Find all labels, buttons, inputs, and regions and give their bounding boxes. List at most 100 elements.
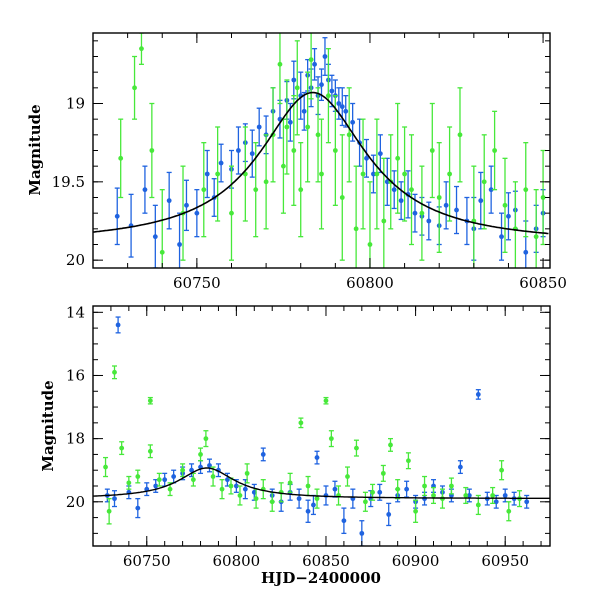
top-green-point [471, 165, 477, 268]
top-green-point [332, 95, 338, 206]
bottom-blue-point [305, 499, 311, 523]
top-blue-point [364, 138, 370, 178]
bottom-green-point [499, 460, 505, 481]
bottom-green-point [260, 479, 266, 500]
bottom-blue-point [323, 485, 329, 506]
top-blue-point [249, 129, 255, 178]
bottom-green-point [490, 486, 496, 505]
top-blue-point [298, 71, 304, 120]
top-blue-point [166, 171, 172, 230]
bottom-x-tick-label: 60900 [392, 552, 440, 570]
top-green-point [409, 134, 415, 246]
top-green-point [481, 134, 487, 230]
top-blue-point [505, 192, 511, 241]
bottom-x-axis-label: HJD−2400000 [261, 569, 381, 587]
top-green-point [367, 181, 373, 268]
top-blue-point [142, 165, 148, 214]
top-green-point [305, 71, 311, 183]
bottom-x-tick-label: 60800 [213, 552, 261, 570]
bottom-green-point [237, 485, 243, 506]
bottom-green-point [198, 447, 204, 462]
bottom-blue-point [206, 458, 212, 473]
bottom-green-point [135, 469, 141, 484]
top-blue-point [235, 126, 241, 175]
bottom-points [103, 316, 530, 546]
bottom-panel: 60750 60800 60850 60900 60950 14 16 18 20 Magnit… [39, 303, 551, 587]
top-green-point [374, 118, 380, 230]
top-blue-point [183, 179, 189, 232]
top-green-point [263, 134, 269, 230]
bottom-blue-point [386, 502, 392, 527]
top-blue-point [194, 189, 200, 238]
top-blue-point [454, 185, 460, 235]
top-blue-point [350, 102, 356, 142]
bottom-model-curve [93, 467, 550, 499]
top-blue-point [287, 102, 293, 142]
top-green-point [132, 55, 138, 120]
bottom-blue-point [341, 507, 347, 535]
top-blue-point [443, 181, 449, 230]
bottom-green-point [387, 437, 393, 452]
top-blue-point [114, 187, 120, 246]
bottom-blue-point [524, 494, 530, 509]
top-green-point [277, 33, 283, 105]
top-blue-point [152, 204, 158, 268]
top-blue-point [256, 107, 262, 147]
bottom-blue-point [511, 491, 517, 506]
bottom-green-point [112, 365, 118, 380]
bottom-blue-point [457, 460, 463, 475]
top-green-point [291, 95, 297, 206]
top-plot-frame [92, 32, 551, 269]
bottom-y-tick-label: 20 [66, 493, 85, 511]
top-green-point [298, 142, 304, 238]
bottom-green-point [314, 488, 320, 509]
bottom-blue-point [112, 490, 118, 508]
bottom-blue-point [404, 480, 410, 498]
top-green-point [339, 134, 345, 261]
bottom-blue-point [502, 488, 508, 503]
bottom-green-point [278, 482, 284, 503]
top-green-point [294, 40, 300, 136]
top-green-point [381, 157, 387, 268]
bottom-blue-point [162, 472, 168, 487]
bottom-green-point [405, 452, 411, 470]
bottom-green-point [463, 486, 469, 505]
bottom-ticks: 60750 60800 60850 60900 60950 14 16 18 20 [66, 303, 550, 570]
bottom-green-point [422, 475, 428, 497]
top-panel: 60750 60800 60850 19 19.5 20 Magnitude [26, 32, 567, 292]
bottom-blue-point [314, 450, 320, 465]
top-green-point [447, 126, 453, 222]
top-green-point [215, 126, 221, 222]
bottom-green-point [203, 430, 209, 448]
top-green-point [149, 102, 155, 199]
bottom-green-point [119, 441, 125, 456]
bottom-green-point [210, 466, 216, 487]
bottom-green-point [448, 477, 454, 495]
top-blue-point [329, 74, 335, 108]
bottom-green-point [344, 466, 350, 487]
top-blue-point [312, 48, 318, 81]
bottom-green-point [219, 479, 225, 500]
top-green-point [280, 118, 286, 214]
top-model-curve [93, 91, 549, 235]
top-green-point [325, 48, 331, 144]
bottom-green-point [362, 491, 368, 512]
top-green-point [118, 118, 124, 199]
top-green-point [523, 142, 529, 238]
top-y-tick-label: 20 [66, 251, 85, 269]
top-ticks: 60750 60800 60850 19 19.5 20 [52, 33, 567, 292]
top-x-tick-label: 60850 [519, 274, 567, 292]
top-green-point [315, 87, 321, 183]
bottom-y-axis-label: Magnitude [39, 380, 57, 471]
top-green-point [138, 33, 144, 65]
bottom-green-point [287, 472, 293, 493]
bottom-blue-point [135, 497, 141, 519]
bottom-green-point [103, 456, 109, 478]
bottom-green-point [244, 463, 250, 484]
bottom-y-tick-label: 14 [66, 303, 85, 321]
bottom-x-tick-label: 60950 [481, 552, 529, 570]
top-green-point [360, 118, 366, 230]
top-blue-point [128, 193, 134, 258]
top-blue-point [301, 91, 307, 131]
bottom-green-point [156, 472, 162, 487]
